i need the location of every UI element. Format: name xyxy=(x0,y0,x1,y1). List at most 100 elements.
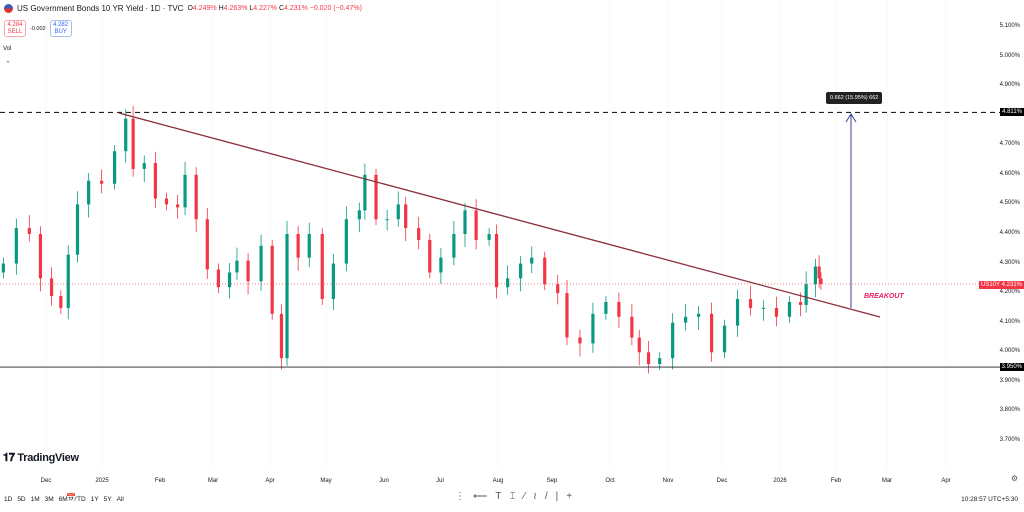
time-axis-label: Jun xyxy=(379,478,389,484)
horizontal-ray-icon[interactable]: ⟵ xyxy=(473,491,488,502)
candle-body xyxy=(164,198,169,205)
price-scale-label: 3.800% xyxy=(999,407,1020,414)
price-scale-label: 4.300% xyxy=(999,259,1020,266)
range-button-1m[interactable]: 1M xyxy=(30,496,40,503)
settings-icon[interactable]: ⚙ xyxy=(1010,474,1018,483)
price-scale-label: 4.200% xyxy=(999,289,1020,296)
candle-body xyxy=(87,180,91,205)
candle-body xyxy=(307,233,311,258)
candle-body xyxy=(59,296,63,308)
candle-body xyxy=(798,302,803,305)
support-tag: 3.950% xyxy=(999,363,1024,371)
candle-body xyxy=(709,313,714,353)
cross-line-icon[interactable]: + xyxy=(566,491,573,502)
time-axis-label: May xyxy=(320,478,332,484)
candle-body xyxy=(331,263,335,300)
candle-body xyxy=(530,257,534,264)
range-button-ytd[interactable]: YTD xyxy=(72,496,86,503)
price-scale-label: 4.600% xyxy=(999,170,1020,177)
resistance-tag: 4.811% xyxy=(1000,108,1024,116)
candle-body xyxy=(543,257,547,285)
trend-line-icon[interactable]: ⁄ xyxy=(523,491,526,502)
candle-body xyxy=(804,284,808,305)
candle-body xyxy=(259,245,263,282)
range-button-1d[interactable]: 1D xyxy=(4,496,13,503)
candle-body xyxy=(227,272,232,288)
chart-header: US Government Bonds 10 YR Yield · 1D · T… xyxy=(4,4,362,13)
candle-body xyxy=(506,278,510,288)
collapse-icon[interactable]: ⌃ xyxy=(5,61,11,68)
candle-body xyxy=(75,204,80,255)
candle-body xyxy=(646,352,651,365)
drawing-toolbar: ⋮ ⟵ T ⌶ ⁄ ≀ / | + xyxy=(455,491,572,502)
range-button-6m[interactable]: 6M xyxy=(58,496,68,503)
candle-body xyxy=(38,233,43,279)
drag-handle-icon[interactable]: ⋮ xyxy=(455,491,465,502)
pattern-icon[interactable]: ≀ xyxy=(533,491,537,502)
time-axis-label: Feb xyxy=(830,478,842,484)
candle-body xyxy=(205,219,209,270)
vertical-line-icon[interactable]: | xyxy=(555,491,559,502)
time-axis-label: Dec xyxy=(716,478,728,484)
tradingview-logo: 𝟏𝟕 TradingView xyxy=(3,452,79,464)
candle-body xyxy=(285,233,289,359)
candle-body xyxy=(428,239,432,273)
candle-body xyxy=(112,151,117,184)
candle-body xyxy=(591,313,595,344)
price-scale-label: 4.400% xyxy=(999,229,1020,236)
ray-icon[interactable]: / xyxy=(544,491,548,502)
candle-body xyxy=(684,316,688,323)
range-button-5y[interactable]: 5Y xyxy=(103,496,112,503)
candle-body xyxy=(1,263,5,273)
last-price-tag: 4.231% xyxy=(999,281,1024,289)
price-scale-label: 4.900% xyxy=(999,82,1020,89)
candle-body xyxy=(270,245,274,314)
candle-body xyxy=(153,163,157,199)
candle-body xyxy=(66,254,70,308)
tv-logo-icon: 𝟏𝟕 xyxy=(3,452,15,464)
range-button-all[interactable]: All xyxy=(116,496,124,503)
price-scale-label: 5.000% xyxy=(999,52,1020,59)
price-scale-label: 4.700% xyxy=(999,141,1020,148)
time-axis-label: Apr xyxy=(265,478,275,484)
buy-button[interactable]: 4.282 BUY xyxy=(49,20,72,37)
time-axis-label: Oct xyxy=(605,478,615,484)
candle-body xyxy=(100,180,104,184)
candle-body xyxy=(819,278,823,284)
clock: 10:28:57 UTC+5:30 xyxy=(961,496,1018,503)
time-axis-label: Jul xyxy=(436,478,444,484)
range-selector: 1D 5D 1M 3M 6M YTD 1Y 5Y All xyxy=(4,496,124,503)
time-axis-label: Mar xyxy=(881,478,893,484)
volume-label[interactable]: Vol xyxy=(3,46,12,52)
candle-body xyxy=(385,219,389,221)
candle-body xyxy=(637,337,641,353)
range-button-3m[interactable]: 3M xyxy=(44,496,54,503)
candle-body xyxy=(787,302,792,317)
date-range-icon[interactable]: 📅 xyxy=(66,493,76,502)
candle-body xyxy=(49,278,54,297)
breakout-label: BREAKOUT xyxy=(864,293,904,300)
candle-body xyxy=(131,118,135,169)
candle-body xyxy=(320,233,324,300)
measure-label: 0.662 (15.95%) 662 xyxy=(826,92,883,104)
sell-button[interactable]: 4.284 SELL xyxy=(4,20,26,37)
trend-line xyxy=(118,112,881,318)
price-scale-label: 4.000% xyxy=(999,348,1020,355)
candle-body xyxy=(439,257,443,273)
range-button-5d[interactable]: 5D xyxy=(17,496,26,503)
price-range-icon[interactable]: ⌶ xyxy=(509,491,516,502)
candle-body xyxy=(671,322,675,359)
time-axis-label: Sep xyxy=(546,478,558,484)
time-axis-label: Feb xyxy=(154,478,166,484)
candle-body xyxy=(14,228,18,264)
symbol-title[interactable]: US Government Bonds 10 YR Yield · 1D · T… xyxy=(17,4,184,13)
text-tool-icon[interactable]: T xyxy=(495,491,502,502)
us-flag-icon xyxy=(4,4,13,13)
price-scale-label: 4.500% xyxy=(999,200,1020,207)
candle-body xyxy=(697,313,701,317)
time-axis-label: Dec xyxy=(40,478,52,484)
candle-body xyxy=(396,204,400,220)
range-button-1y[interactable]: 1Y xyxy=(90,496,99,503)
candle-body xyxy=(474,210,478,240)
